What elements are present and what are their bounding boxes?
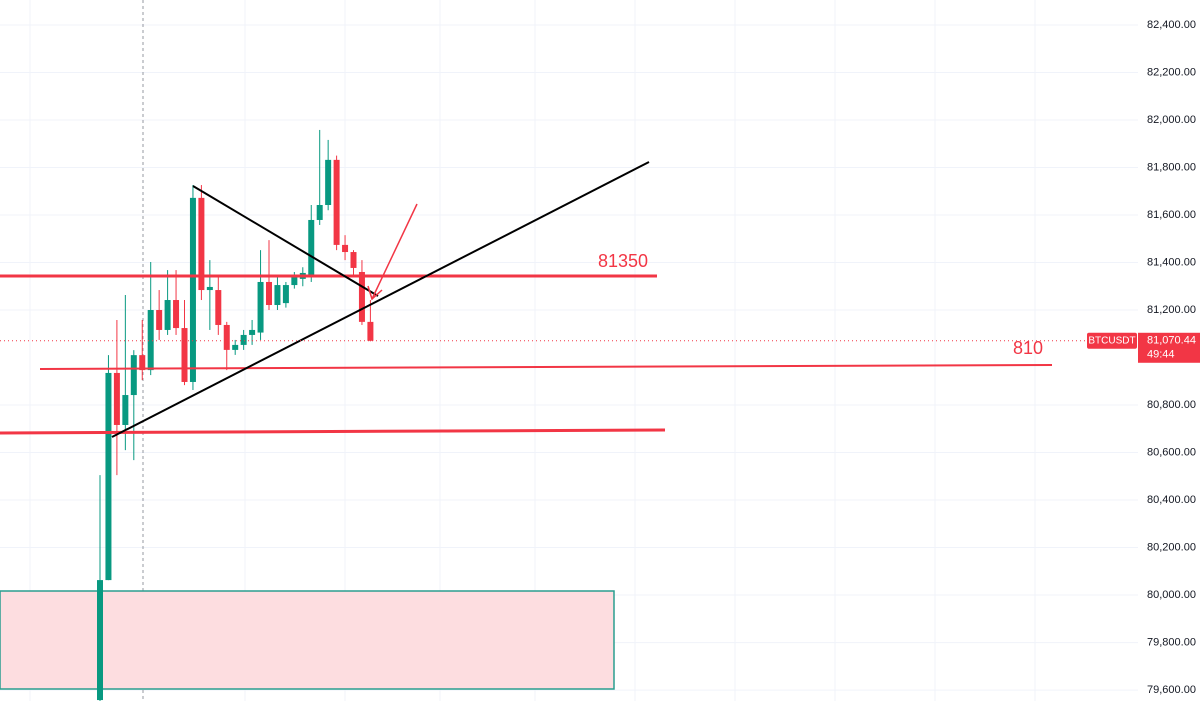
y-tick-label: 82,200.00	[1147, 66, 1196, 78]
symbol-badge	[1087, 332, 1137, 349]
y-tick-label: 81,800.00	[1147, 161, 1196, 173]
y-tick-label: 79,800.00	[1147, 636, 1196, 648]
candle-body	[291, 276, 298, 286]
candle-body	[223, 324, 230, 350]
candle-body	[367, 321, 374, 341]
candle-body	[97, 580, 103, 701]
candle-body	[333, 159, 340, 245]
arrow	[367, 203, 418, 301]
candle-body	[266, 281, 272, 306]
candle-body	[164, 300, 171, 330]
candle-body	[240, 334, 247, 345]
candle-body	[198, 197, 205, 291]
candle-body	[249, 329, 256, 335]
y-tick-label: 81,200.00	[1147, 304, 1196, 316]
last-price: 81,070.44	[1147, 335, 1196, 347]
price-badge	[1138, 332, 1200, 363]
y-tick-label: 80,600.00	[1147, 446, 1196, 458]
y-tick-label: 80,200.00	[1147, 541, 1196, 553]
candle-body	[257, 281, 264, 333]
candle-body	[122, 395, 129, 425]
candle-body	[139, 355, 146, 371]
annotation: 810	[1013, 338, 1043, 358]
candle-body	[147, 309, 154, 371]
candle-body	[130, 355, 137, 396]
level-line	[0, 428, 666, 435]
candle-body	[232, 344, 239, 350]
countdown: 49:44	[1147, 349, 1175, 361]
y-tick-label: 82,000.00	[1147, 114, 1196, 126]
y-tick-label: 81,600.00	[1147, 209, 1196, 221]
y-tick-label: 82,400.00	[1147, 19, 1196, 31]
zone-box	[0, 590, 615, 690]
candle-body	[316, 205, 323, 220]
candle-body	[282, 285, 289, 304]
trend-line	[192, 185, 379, 297]
y-tick-label: 81,400.00	[1147, 256, 1196, 268]
candle-body	[173, 300, 180, 329]
y-tick-label: 79,600.00	[1147, 684, 1196, 696]
symbol: BTCUSDT	[1088, 335, 1135, 346]
candle-body	[274, 285, 281, 306]
vertical-grid	[29, 0, 1036, 701]
candle-body	[206, 286, 213, 291]
annotation: 81350	[598, 251, 648, 271]
candle-body	[308, 219, 315, 276]
trend-line	[111, 161, 650, 438]
candle-body	[358, 271, 365, 322]
candle-body	[113, 372, 120, 425]
candle-body	[350, 252, 357, 268]
candle-body	[181, 328, 188, 382]
candle-body	[156, 309, 163, 330]
candle-body	[105, 372, 112, 581]
candle-body	[189, 197, 196, 382]
candle-body	[325, 159, 332, 206]
y-tick-label: 80,800.00	[1147, 399, 1196, 411]
y-tick-label: 80,400.00	[1147, 494, 1196, 506]
level-line	[39, 364, 1053, 370]
candle-body	[342, 244, 349, 253]
candle-body	[215, 290, 222, 325]
y-tick-label: 80,000.00	[1147, 589, 1196, 601]
